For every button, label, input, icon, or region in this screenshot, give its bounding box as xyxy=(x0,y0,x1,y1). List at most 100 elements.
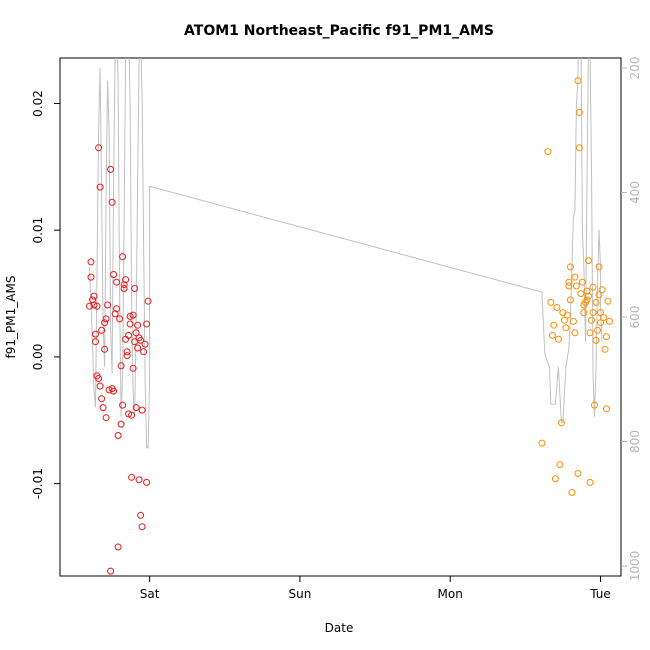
data-point xyxy=(110,271,118,278)
data-point xyxy=(553,304,561,311)
data-point xyxy=(137,336,145,344)
data-point xyxy=(601,345,609,353)
y2-tick-label-4: 1000 xyxy=(628,551,642,582)
data-point xyxy=(131,285,139,292)
data-point xyxy=(93,302,101,310)
data-point xyxy=(107,567,115,575)
data-point xyxy=(99,404,107,412)
data-point xyxy=(101,345,109,353)
data-point xyxy=(595,291,603,299)
data-point xyxy=(129,311,137,319)
y-axis-label: f91_PM1_AMS xyxy=(4,276,18,359)
data-point xyxy=(144,297,152,305)
data-point xyxy=(592,336,600,344)
data-point xyxy=(562,324,570,332)
chart-title: ATOM1 Northeast_Pacific f91_PM1_AMS xyxy=(184,23,494,39)
data-point xyxy=(592,298,600,306)
data-point xyxy=(87,258,95,266)
y-axis: -0.01 0.00 0.01 0.02 xyxy=(31,90,60,499)
data-point xyxy=(129,364,137,372)
data-point xyxy=(560,316,568,324)
data-point xyxy=(138,523,146,531)
data-point xyxy=(117,420,125,428)
y2-tick-label-3: 800 xyxy=(628,430,642,453)
data-point xyxy=(101,319,109,327)
data-point xyxy=(123,352,131,360)
data-point xyxy=(571,329,579,337)
data-point xyxy=(571,273,579,281)
data-point xyxy=(143,320,151,328)
data-point xyxy=(606,317,613,325)
data-point xyxy=(114,432,122,439)
data-point xyxy=(597,319,604,327)
data-point xyxy=(586,329,594,337)
data-point xyxy=(595,263,603,271)
data-point xyxy=(125,331,133,339)
data-point xyxy=(123,348,131,356)
data-point xyxy=(134,321,142,329)
data-point xyxy=(604,297,612,305)
y-tick-label-3: 0.02 xyxy=(31,90,45,117)
data-point xyxy=(589,283,597,291)
data-point xyxy=(568,489,576,496)
data-point xyxy=(128,411,136,419)
data-point xyxy=(585,292,592,300)
data-point xyxy=(578,278,586,286)
data-point xyxy=(589,309,597,317)
altitude-line xyxy=(89,58,603,449)
data-point xyxy=(551,475,559,483)
data-point xyxy=(544,148,552,156)
data-point xyxy=(119,401,127,409)
secondary-y-axis: 200 400 600 800 1000 xyxy=(621,57,642,582)
data-point xyxy=(580,309,588,317)
data-point xyxy=(113,305,121,313)
data-point xyxy=(575,108,583,116)
data-point xyxy=(588,316,595,324)
data-point xyxy=(569,317,577,325)
data-point xyxy=(90,292,98,300)
data-point xyxy=(114,543,122,551)
y-tick-label-1: 0.00 xyxy=(31,344,45,371)
y-tick-label-0: -0.01 xyxy=(31,468,45,499)
data-point xyxy=(550,321,558,329)
data-point xyxy=(128,473,136,481)
data-point xyxy=(102,414,110,422)
data-point xyxy=(591,401,598,409)
data-point xyxy=(96,382,104,390)
data-point xyxy=(104,301,112,309)
data-point xyxy=(113,278,121,286)
data-point xyxy=(538,439,546,447)
data-point xyxy=(98,326,106,334)
data-point xyxy=(87,273,95,281)
x-axis: Sat Sun Mon Tue xyxy=(140,576,611,601)
data-point xyxy=(575,144,583,152)
data-point xyxy=(95,144,103,152)
data-point xyxy=(566,296,574,304)
y2-tick-label-2: 600 xyxy=(628,306,642,329)
y2-tick-label-0: 200 xyxy=(628,57,642,80)
data-point xyxy=(594,326,601,334)
data-point xyxy=(132,329,140,337)
data-point xyxy=(137,511,145,519)
data-point xyxy=(572,282,580,290)
data-point xyxy=(86,302,93,310)
data-point xyxy=(143,478,151,486)
data-point xyxy=(140,348,148,356)
data-point xyxy=(563,311,571,319)
plot-layer xyxy=(86,58,613,575)
x-tick-label-2: Mon xyxy=(438,587,463,601)
data-point xyxy=(583,287,591,295)
data-point xyxy=(138,406,146,414)
data-point xyxy=(135,476,143,484)
x-tick-label-0: Sat xyxy=(140,587,160,601)
data-point xyxy=(92,330,99,338)
data-point xyxy=(566,263,574,271)
data-point xyxy=(117,362,125,370)
y-tick-label-2: 0.01 xyxy=(31,217,45,244)
data-point xyxy=(120,281,128,289)
data-point xyxy=(557,419,565,427)
data-point xyxy=(585,257,592,265)
data-point xyxy=(120,285,128,292)
data-point xyxy=(122,276,130,284)
data-point xyxy=(108,198,116,206)
